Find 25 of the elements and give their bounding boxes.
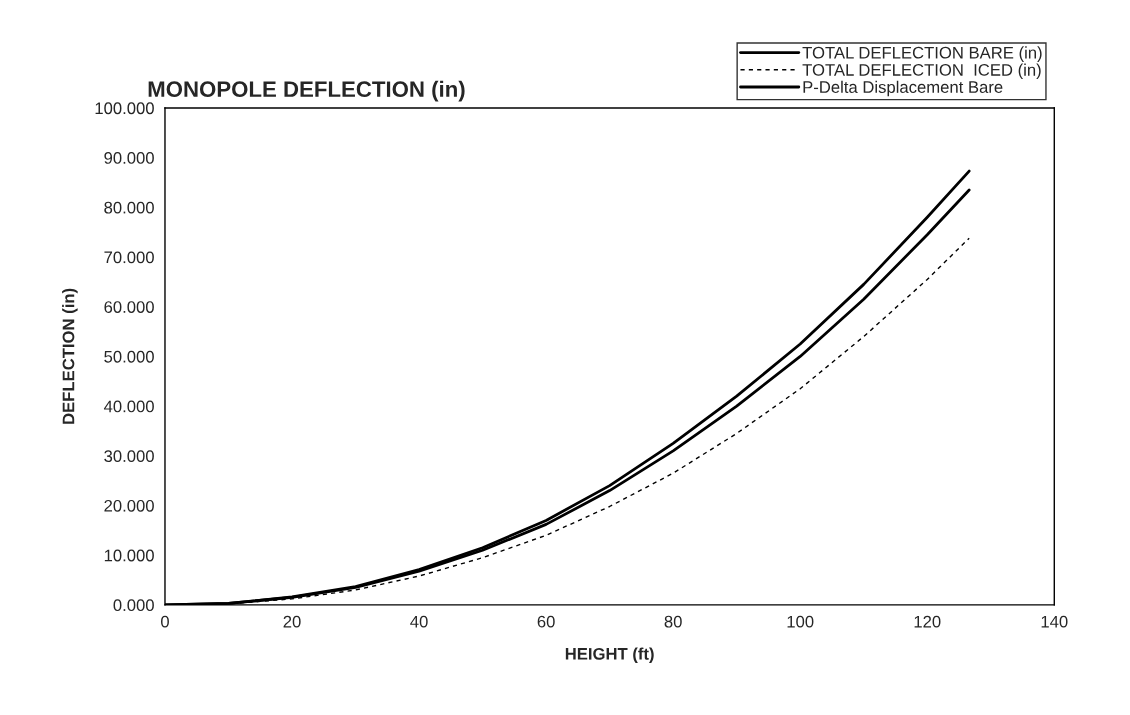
- x-tick-label: 20: [283, 615, 301, 628]
- y-tick-label: 100.000: [95, 102, 154, 115]
- x-tick-label: 0: [161, 615, 169, 628]
- y-tick-label: 40.000: [103, 400, 154, 413]
- y-tick-label: 90.000: [104, 152, 154, 164]
- legend-label: P-Delta Displacement Bare: [803, 80, 1003, 97]
- x-tick-label: 40: [410, 615, 428, 628]
- y-tick-label: 80.000: [104, 201, 154, 214]
- legend-label: TOTAL DEFLECTION BARE (in): [802, 46, 1042, 62]
- y-tick-label: 0.000: [113, 599, 154, 612]
- x-tick-label: 80: [664, 615, 682, 628]
- y-tick-label: 30.000: [104, 450, 154, 463]
- y-axis-title: DEFLECTION (in): [62, 288, 78, 424]
- y-tick-label: 60.000: [104, 301, 154, 313]
- y-tick-label: 50.000: [104, 350, 154, 363]
- x-axis-title: HEIGHT (ft): [565, 647, 654, 664]
- y-tick-label: 20.000: [104, 499, 154, 512]
- x-tick-label: 100: [787, 615, 814, 628]
- y-tick-label: 10.000: [104, 549, 154, 562]
- x-tick-label: 140: [1041, 615, 1068, 628]
- y-tick-label: 70.000: [104, 251, 154, 264]
- legend-label: TOTAL DEFLECTION ICED (in): [802, 63, 1041, 80]
- x-tick-label: 60: [537, 615, 555, 628]
- chart-title: MONOPOLE DEFLECTION (in): [148, 80, 465, 102]
- x-tick-label: 120: [914, 615, 941, 628]
